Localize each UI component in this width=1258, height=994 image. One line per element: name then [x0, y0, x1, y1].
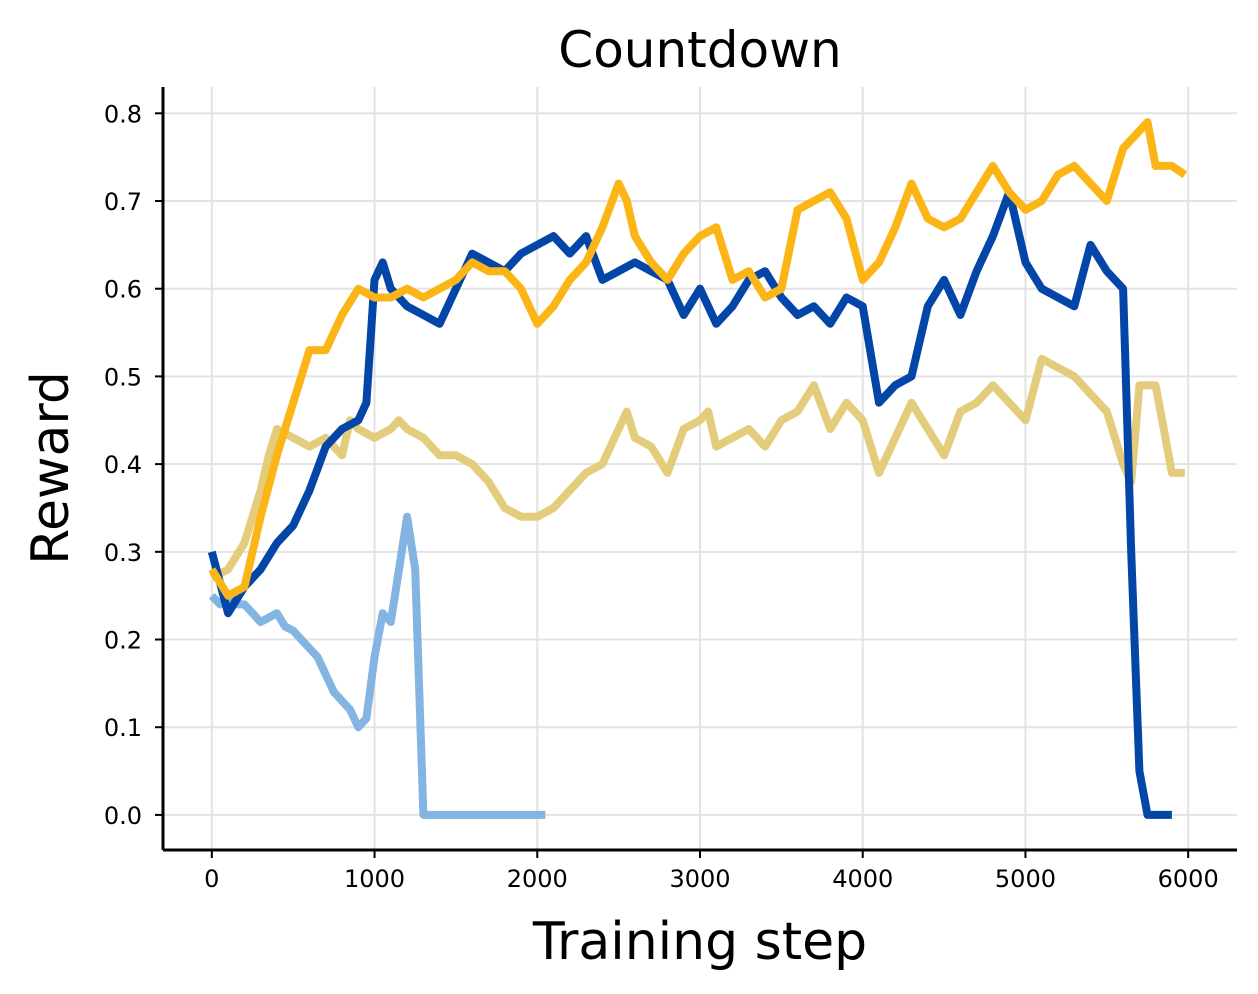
- series-lines: [207, 118, 1188, 819]
- series-line-2: [208, 512, 546, 819]
- y-tick-label: 0.7: [104, 188, 142, 216]
- chart-title: Countdown: [558, 21, 841, 79]
- x-axis-label: Training step: [532, 912, 867, 972]
- grid: [163, 87, 1237, 850]
- y-tick-label: 0.5: [104, 363, 142, 391]
- ticks: 0 1000 2000 3000 4000 5000 6000 0.0 0.1 0.2 0.3 0.4…: [104, 100, 1219, 893]
- x-tick-label: 0: [204, 865, 219, 893]
- y-tick-label: 0.0: [104, 802, 142, 830]
- y-tick-label: 0.6: [104, 276, 142, 304]
- y-tick-label: 0.4: [104, 451, 142, 479]
- x-tick-label: 6000: [1158, 865, 1219, 893]
- y-tick-label: 0.1: [104, 714, 142, 742]
- series-line-4: [208, 118, 1188, 600]
- y-tick-label: 0.8: [104, 100, 142, 128]
- y-axis-label: Reward: [21, 371, 81, 565]
- x-tick-label: 3000: [669, 865, 730, 893]
- series-line-3: [207, 188, 1172, 819]
- y-tick-label: 0.3: [104, 539, 142, 567]
- x-tick-label: 2000: [507, 865, 568, 893]
- x-tick-label: 4000: [832, 865, 893, 893]
- series-line-1: [209, 354, 1185, 582]
- y-tick-label: 0.2: [104, 627, 142, 655]
- x-tick-label: 5000: [995, 865, 1056, 893]
- x-tick-label: 1000: [344, 865, 405, 893]
